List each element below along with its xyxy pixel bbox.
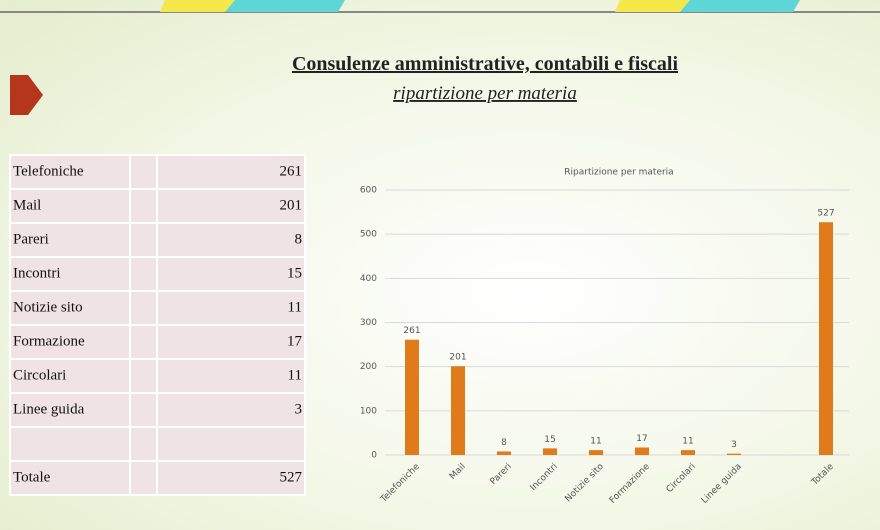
y-tick-label: 300	[360, 318, 377, 328]
data-label: 11	[682, 437, 693, 447]
data-label: 11	[590, 437, 601, 447]
table-cell	[9, 426, 131, 462]
bar	[543, 448, 557, 455]
row-value: 3	[295, 401, 303, 417]
chart: Ripartizione per materia 0 100 200 300 400 500…	[360, 168, 849, 506]
row-value: 8	[295, 231, 303, 247]
bar	[819, 222, 833, 455]
x-tick-label: Linee guida	[700, 462, 744, 506]
table-cell	[9, 256, 131, 292]
table: Telefoniche 261 Mail 201 Pareri 8 Incontri 15 No…	[9, 154, 306, 496]
y-tick-label: 0	[371, 451, 377, 461]
table-cell	[129, 324, 158, 360]
table-cell	[156, 256, 306, 292]
deco	[680, 0, 800, 12]
row-label: Mail	[13, 197, 41, 213]
table-cell	[129, 188, 158, 224]
table-cell	[156, 358, 306, 394]
row-label: Circolari	[13, 367, 66, 383]
table-cell	[9, 154, 131, 190]
row-value: 527	[280, 469, 303, 485]
row-label: Linee guida	[13, 401, 85, 417]
table-cell	[129, 426, 158, 462]
slide-subtitle: ripartizione per materia	[393, 83, 577, 104]
y-tick-label: 200	[360, 362, 377, 372]
bar	[451, 366, 465, 455]
deco	[160, 0, 235, 12]
table-cell	[129, 290, 158, 326]
x-tick-label: Incontri	[529, 462, 560, 493]
row-value: 17	[287, 333, 303, 349]
bar	[727, 453, 741, 455]
table-cell	[129, 256, 158, 292]
x-tick-label: Pareri	[489, 462, 514, 487]
deco	[225, 0, 345, 12]
y-tick-label: 400	[360, 274, 377, 284]
table-cell	[9, 460, 131, 496]
row-label: Telefoniche	[13, 163, 84, 179]
arrow-marker	[10, 75, 43, 115]
table-cell	[129, 392, 158, 428]
data-label: 17	[636, 434, 647, 444]
row-value: 11	[288, 299, 302, 315]
row-value: 15	[287, 265, 302, 281]
bar	[405, 339, 419, 455]
table-cell	[156, 460, 306, 496]
table-cell	[156, 290, 306, 326]
deco	[615, 0, 690, 12]
x-tick-label: Notizie sito	[563, 461, 606, 504]
row-value: 11	[288, 367, 302, 383]
row-label: Notizie sito	[13, 299, 83, 315]
row-value: 201	[280, 197, 303, 213]
y-tick-label: 500	[360, 230, 377, 240]
x-tick-label: Totale	[809, 461, 836, 488]
y-tick-label: 600	[360, 186, 377, 196]
table-cell	[156, 222, 306, 258]
x-tick-label: Formazione	[608, 462, 652, 506]
data-label: 527	[817, 209, 834, 219]
data-label: 8	[501, 438, 507, 448]
table-cell	[129, 222, 158, 258]
table-cell	[129, 358, 158, 394]
x-tick-label: Circolari	[665, 462, 698, 495]
data-label: 201	[449, 353, 466, 363]
bar	[635, 447, 649, 455]
data-label: 261	[403, 326, 420, 336]
table-cell	[129, 154, 158, 190]
chart-title: Ripartizione per materia	[564, 168, 673, 178]
bar	[681, 450, 695, 455]
data-label: 15	[544, 435, 555, 445]
row-value: 261	[280, 163, 303, 179]
table-cell	[9, 188, 131, 224]
x-tick-label: Mail	[448, 462, 468, 482]
row-label: Totale	[13, 469, 51, 485]
bar	[497, 451, 511, 455]
table-cell	[9, 392, 131, 428]
bar	[589, 450, 603, 455]
row-label: Incontri	[13, 265, 60, 281]
table-cell	[129, 460, 158, 496]
data-label: 3	[731, 440, 737, 450]
table-cell	[156, 392, 306, 428]
x-tick-label: Telefoniche	[378, 462, 422, 506]
table-cell	[156, 426, 306, 462]
row-label: Pareri	[13, 231, 49, 247]
row-label: Formazione	[13, 333, 85, 349]
slide-title: Consulenze amministrative, contabili e f…	[292, 53, 679, 75]
table-cell	[156, 324, 306, 360]
y-tick-label: 100	[360, 406, 377, 416]
